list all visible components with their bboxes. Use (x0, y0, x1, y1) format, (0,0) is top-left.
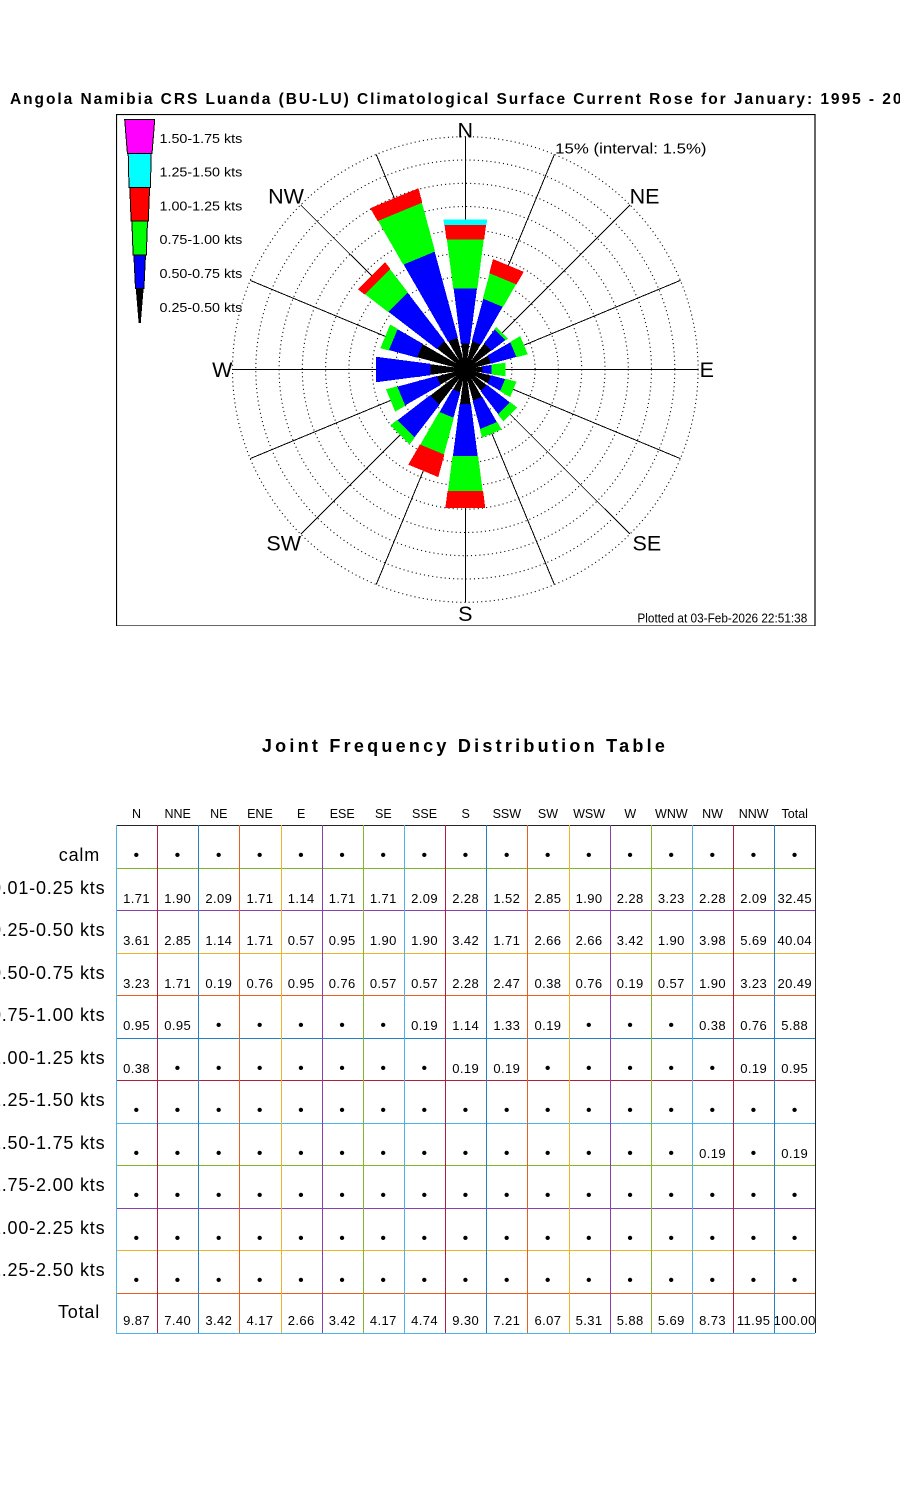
svg-text:0.50-0.75 kts: 0.50-0.75 kts (160, 266, 243, 281)
svg-text:NE: NE (630, 184, 660, 208)
svg-text:1.00-1.25 kts: 1.00-1.25 kts (160, 198, 243, 213)
svg-text:SE: SE (633, 531, 662, 555)
svg-text:1.25-1.50 kts: 1.25-1.50 kts (160, 164, 243, 179)
svg-text:E: E (700, 358, 714, 382)
svg-text:N: N (458, 118, 474, 142)
svg-text:15% (interval: 1.5%): 15% (interval: 1.5%) (555, 141, 706, 157)
svg-text:0.75-1.00 kts: 0.75-1.00 kts (160, 232, 243, 247)
svg-text:0.25-0.50 kts: 0.25-0.50 kts (160, 299, 243, 314)
svg-text:1.50-1.75 kts: 1.50-1.75 kts (160, 130, 243, 145)
svg-text:W: W (212, 358, 233, 382)
svg-text:Plotted at 03-Feb-2026 22:51:3: Plotted at 03-Feb-2026 22:51:38 (638, 611, 808, 625)
svg-text:SW: SW (267, 531, 302, 555)
svg-text:NW: NW (268, 184, 305, 208)
svg-text:S: S (458, 602, 472, 626)
